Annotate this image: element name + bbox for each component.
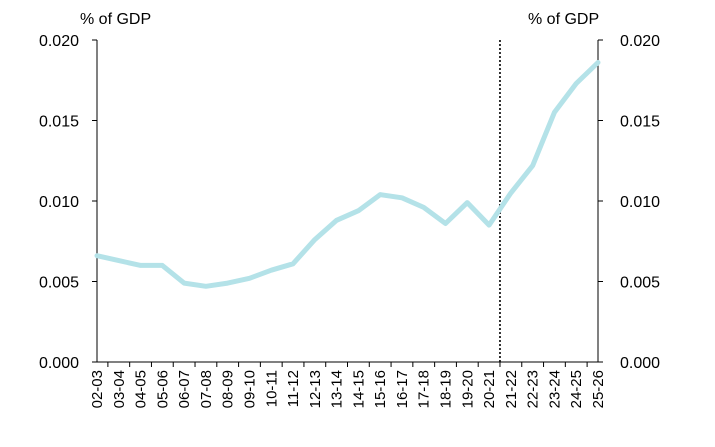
x-tick-label: 14-15 <box>350 370 367 408</box>
x-tick-label: 21-22 <box>503 370 520 408</box>
series-lines <box>94 60 601 289</box>
x-tick-label: 03-04 <box>111 370 128 408</box>
x-tick-label: 02-03 <box>89 370 106 408</box>
x-tick-label: 06-07 <box>176 370 193 408</box>
x-tick-label: 24-25 <box>568 370 585 408</box>
right-y-tick-label: 0.020 <box>620 33 660 50</box>
x-tick-label: 20-21 <box>481 370 498 408</box>
x-tick-label: 17-18 <box>416 370 433 408</box>
right-axis-unit-label: % of GDP <box>528 11 599 28</box>
right-y-tick-label: 0.000 <box>620 355 660 372</box>
left-y-tick-label: 0.015 <box>39 114 79 131</box>
x-tick-label: 13-14 <box>329 370 346 408</box>
x-tick-label: 18-19 <box>438 370 455 408</box>
x-tick-label: 10-11 <box>263 370 280 407</box>
right-y-tick-label: 0.010 <box>620 194 660 211</box>
x-tick-label: 16-17 <box>394 370 411 408</box>
left-y-tick-label: 0.010 <box>39 194 79 211</box>
right-y-tick-label: 0.015 <box>620 114 660 131</box>
x-tick-label: 05-06 <box>154 370 171 408</box>
x-tick-label: 25-26 <box>590 370 607 408</box>
left-y-tick-label: 0.020 <box>39 33 79 50</box>
x-tick-labels: 02-03 03-04 04-05 05-06 06-07 07-08 08-09 09-10… <box>89 370 607 408</box>
left-axis-unit-label: % of GDP <box>80 11 151 28</box>
x-tick-label: 12-13 <box>307 370 324 408</box>
x-tick-label: 15-16 <box>372 370 389 408</box>
axes <box>92 39 603 367</box>
right-y-tick-labels: 0.000 0.005 0.010 0.015 0.020 <box>620 33 660 372</box>
x-tick-label: 07-08 <box>198 370 215 408</box>
x-tick-label: 19-20 <box>459 370 476 408</box>
right-y-tick-label: 0.005 <box>620 275 660 292</box>
left-y-tick-labels: 0.000 0.005 0.010 0.015 0.020 <box>39 33 79 372</box>
x-tick-label: 11-12 <box>285 370 302 407</box>
series-line <box>94 60 601 289</box>
x-tick-label: 09-10 <box>241 370 258 408</box>
left-y-tick-label: 0.000 <box>39 355 79 372</box>
x-tick-label: 04-05 <box>133 370 150 408</box>
left-y-tick-label: 0.005 <box>39 275 79 292</box>
x-tick-label: 22-23 <box>525 370 542 408</box>
x-tick-label: 23-24 <box>546 370 563 408</box>
x-tick-label: 08-09 <box>220 370 237 408</box>
